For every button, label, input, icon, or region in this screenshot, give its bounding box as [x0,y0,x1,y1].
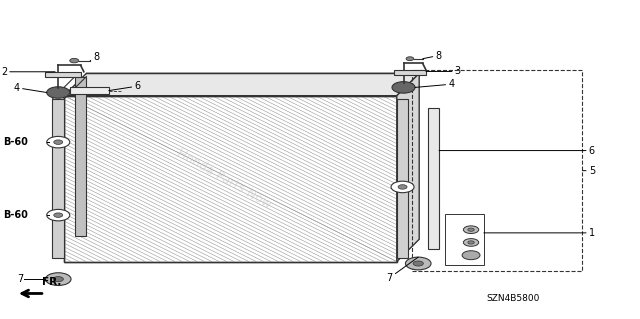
Circle shape [463,239,479,246]
Circle shape [413,261,424,266]
Bar [412,70,582,271]
Polygon shape [397,73,419,262]
Circle shape [468,228,474,231]
Circle shape [406,57,413,61]
Bar [394,70,426,75]
Bar [70,87,109,94]
Circle shape [47,87,70,98]
Text: SZN4B5800: SZN4B5800 [486,294,540,303]
Bar [428,108,439,249]
Text: 4: 4 [415,79,454,89]
Circle shape [53,277,63,282]
Text: 5: 5 [582,166,595,176]
Circle shape [392,82,415,93]
Text: 1: 1 [484,228,595,238]
Polygon shape [64,96,397,262]
Text: B-60: B-60 [3,137,28,147]
Text: 8: 8 [422,50,442,61]
Text: 4: 4 [13,83,47,93]
Text: Honda Parts Now: Honda Parts Now [174,146,274,211]
Circle shape [70,58,79,63]
Bar [445,214,484,265]
Circle shape [47,137,70,148]
Text: B-60: B-60 [3,210,28,220]
Circle shape [45,273,71,286]
Text: FR.: FR. [42,277,61,287]
Circle shape [398,185,407,189]
Circle shape [54,213,63,217]
Bar [397,99,408,258]
Circle shape [54,140,63,145]
Circle shape [406,257,431,270]
Text: 3: 3 [426,66,461,77]
Text: 6: 6 [109,81,141,91]
Bar [52,99,64,258]
Bar [75,77,86,236]
Circle shape [462,251,480,260]
Circle shape [463,226,479,234]
Text: 2: 2 [1,67,55,77]
Circle shape [47,209,70,221]
Text: 7: 7 [17,274,23,284]
Circle shape [468,241,474,244]
Text: 7: 7 [387,257,419,283]
Text: 8: 8 [90,52,100,63]
Polygon shape [64,73,419,96]
Bar [45,72,81,77]
Circle shape [391,181,414,193]
Text: 6: 6 [439,145,595,156]
